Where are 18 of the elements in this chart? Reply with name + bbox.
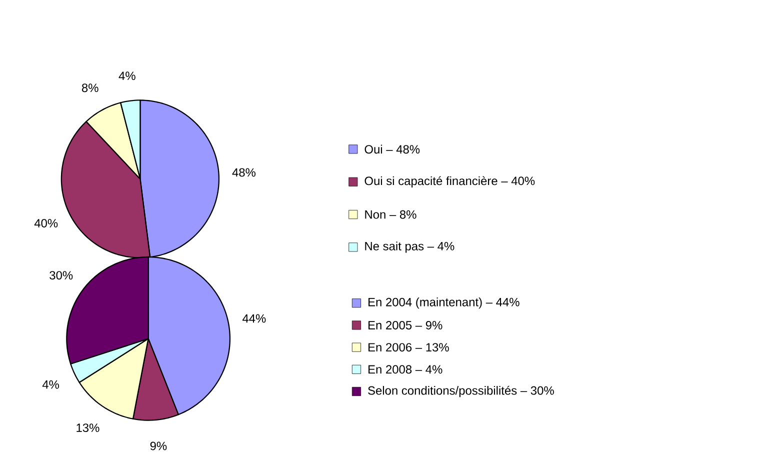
legend-label: En 2006 – 13% xyxy=(368,342,449,352)
data-label: 9% xyxy=(150,442,167,450)
data-label: 4% xyxy=(118,72,136,80)
legend-label: En 2005 – 9% xyxy=(368,320,442,330)
legend-label: Oui – 48% xyxy=(364,144,420,154)
legend-label: En 2008 – 4% xyxy=(368,365,442,374)
data-label: 48% xyxy=(232,168,256,177)
legend-label: Non – 8% xyxy=(365,210,416,219)
legend-label: Oui si capacité financière – 40% xyxy=(364,176,535,188)
legend-label: Selon conditions/possibilités – 30% xyxy=(368,386,554,398)
data-label: 44% xyxy=(242,314,266,323)
data-label: 30% xyxy=(50,270,73,280)
data-label: 13% xyxy=(76,423,100,432)
legend-label: En 2004 (maintenant) – 44% xyxy=(368,297,520,309)
legend-label: Ne sait pas – 4% xyxy=(365,242,454,253)
data-label: 40% xyxy=(34,218,58,228)
data-label: 8% xyxy=(82,84,98,92)
data-label: 4% xyxy=(42,380,59,389)
